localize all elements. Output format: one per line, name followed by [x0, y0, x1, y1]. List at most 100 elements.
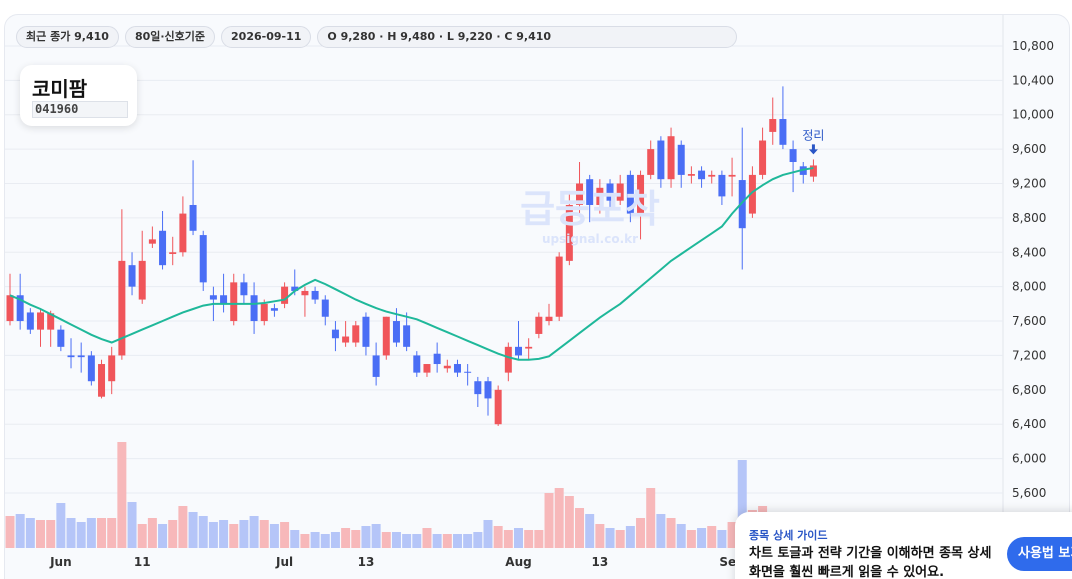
candle-body — [57, 329, 65, 347]
guide-button[interactable]: 사용법 보기 — [1007, 537, 1072, 571]
candle-body — [250, 295, 258, 322]
volume-bar — [717, 530, 727, 548]
candle-body — [586, 179, 594, 205]
volume-bar — [178, 506, 188, 548]
volume-bar — [168, 520, 178, 548]
volume-bar — [269, 524, 279, 548]
volume-bar — [239, 520, 249, 548]
candle-body — [708, 174, 716, 177]
candle-body — [728, 174, 736, 177]
volume-bar — [259, 520, 269, 548]
candle-body — [626, 174, 634, 214]
y-tick-label: 8,800 — [1012, 211, 1046, 225]
volume-bar — [605, 528, 615, 548]
candle-body — [616, 183, 624, 201]
header-pills: 최근 종가 9,410 80일·신호기준 2026-09-11 O 9,280 … — [16, 26, 738, 48]
volume-bar — [412, 534, 422, 548]
x-tick-label: 11 — [134, 555, 151, 569]
candle-body — [667, 136, 675, 180]
candle-body — [718, 174, 726, 197]
candle-body — [443, 365, 451, 369]
x-tick-label: Jul — [275, 555, 293, 569]
candle-body — [413, 355, 421, 373]
volume-bar — [585, 514, 595, 548]
volume-bar — [737, 460, 747, 548]
volume-bar — [391, 532, 401, 548]
y-tick-label: 7,600 — [1012, 314, 1046, 328]
volume-bar — [5, 516, 15, 548]
candle-body — [464, 371, 472, 373]
y-tick-label: 9,200 — [1012, 176, 1046, 190]
volume-bar — [46, 520, 56, 548]
volume-bar — [483, 520, 493, 548]
candle-body — [759, 140, 767, 175]
candle-body — [423, 364, 431, 373]
candle-body — [372, 355, 380, 377]
guide-popup: 종목 상세 가이드 차트 토글과 전략 기간을 이해하면 종목 상세 화면을 훨… — [735, 512, 1072, 579]
volume-bar — [656, 514, 666, 548]
candle-body — [16, 295, 24, 322]
candle-body — [138, 260, 146, 300]
x-tick-label: 13 — [358, 555, 375, 569]
volume-bar — [66, 518, 76, 548]
volume-bar — [158, 524, 168, 548]
candle-body — [240, 282, 248, 296]
volume-bar — [25, 518, 35, 548]
volume-bar — [290, 530, 300, 548]
volume-bar — [615, 530, 625, 548]
x-tick-label: 13 — [592, 555, 609, 569]
volume-bar — [76, 522, 86, 548]
candle-body — [199, 235, 207, 283]
candle-body — [352, 325, 360, 343]
volume-bar — [229, 524, 239, 548]
candle-body — [606, 183, 614, 201]
candle-body — [789, 149, 797, 163]
x-tick-label: Aug — [505, 555, 531, 569]
volume-bar — [646, 488, 656, 548]
candle-body — [698, 170, 706, 180]
candle-body — [342, 336, 350, 343]
volume-bar — [676, 524, 686, 548]
volume-bar — [117, 442, 127, 548]
pill: 최근 종가 9,410 — [16, 26, 119, 48]
stock-card: 코미팜 041960 — [20, 65, 137, 126]
candle-body — [291, 286, 299, 291]
candle-body — [148, 239, 156, 244]
volume-bar — [625, 526, 635, 548]
volume-bar — [473, 532, 483, 548]
volume-bar — [219, 520, 229, 548]
candle-body — [494, 389, 502, 425]
guide-body: 차트 토글과 전략 기간을 이해하면 종목 상세 화면을 훨씬 빠르게 읽을 수… — [749, 546, 992, 579]
volume-bar — [361, 526, 371, 548]
candle-body — [474, 381, 482, 395]
y-tick-label: 8,000 — [1012, 280, 1046, 294]
volume-bar — [544, 493, 554, 548]
candle-body — [769, 119, 777, 132]
volume-bar — [503, 530, 513, 548]
candle-body — [637, 174, 645, 214]
volume-bar — [432, 534, 442, 548]
volume-bar — [636, 518, 646, 548]
candle-body — [118, 260, 126, 356]
annotation-arrow — [808, 144, 818, 155]
watermark-url: upsignal.co.kr — [542, 232, 638, 246]
y-tick-label: 10,000 — [1012, 108, 1054, 122]
candle-body — [677, 144, 685, 175]
volume-bar — [595, 524, 605, 548]
candle-body — [67, 355, 75, 358]
candle-body — [392, 321, 400, 343]
volume-bar — [15, 514, 25, 548]
candle-body — [209, 295, 217, 300]
candle-body — [687, 174, 695, 176]
volume-bar — [97, 518, 107, 548]
y-tick-label: 5,600 — [1012, 486, 1046, 500]
volume-bar — [514, 528, 523, 548]
candle-body — [515, 346, 522, 356]
volume-bar — [341, 528, 351, 548]
y-tick-label: 10,800 — [1012, 39, 1054, 53]
volume-bar — [198, 516, 208, 548]
y-tick-label: 6,000 — [1012, 452, 1046, 466]
candle-body — [545, 316, 553, 322]
